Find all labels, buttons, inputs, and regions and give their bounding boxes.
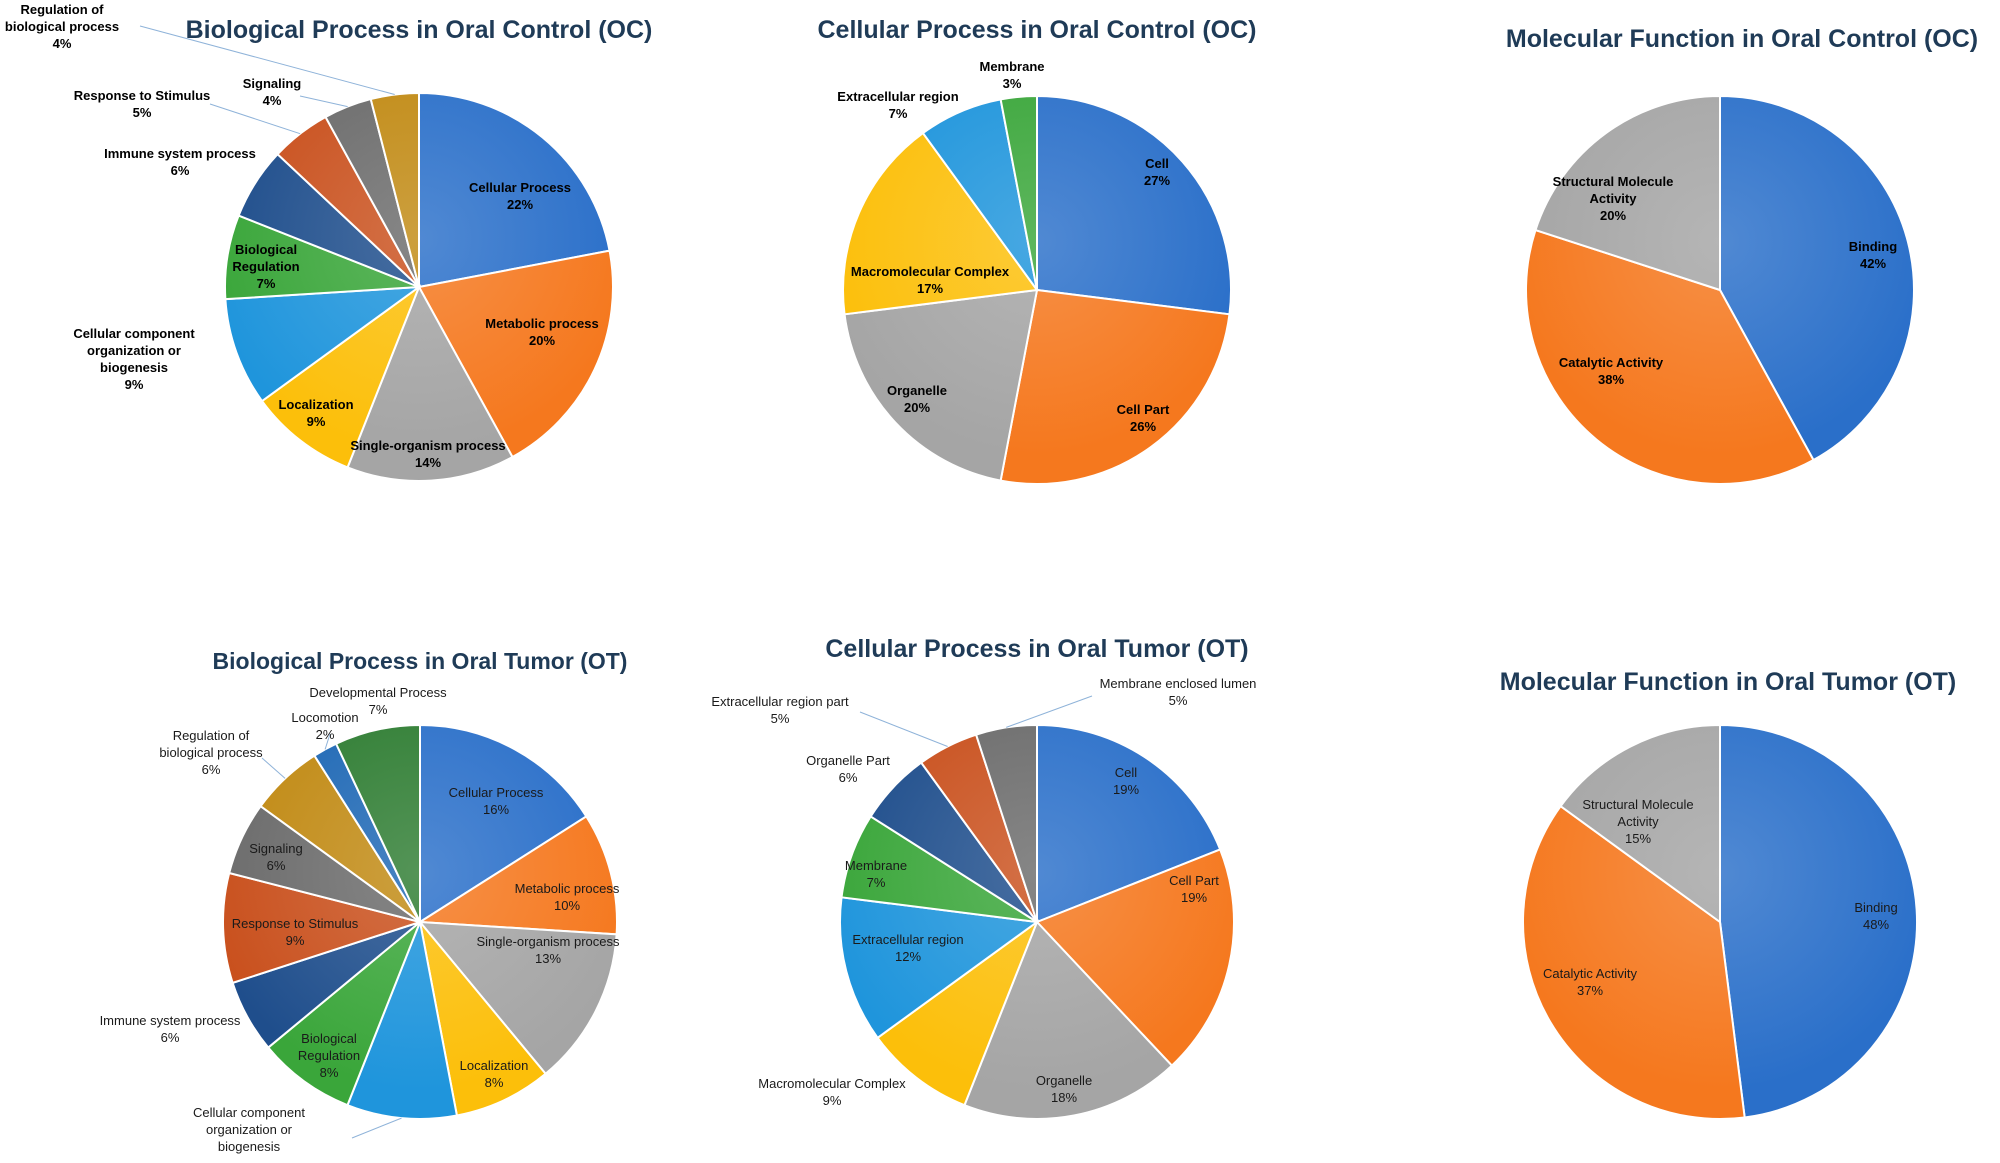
slice-label: Catalytic Activity 37% <box>1543 966 1637 998</box>
slice-label: Localization 8% <box>460 1058 529 1090</box>
pie-slice <box>266 921 421 1107</box>
leader-line <box>209 103 301 135</box>
slice-label: Structural Molecule Activity 15% <box>1582 797 1693 846</box>
slice-label: Signaling 4% <box>243 76 302 108</box>
pie-slice <box>974 723 1038 923</box>
leader-line <box>299 95 348 108</box>
leader-line <box>1006 695 1093 728</box>
slice-label: Macromolecular Complex 9% <box>758 1076 906 1108</box>
pie-slice <box>419 723 588 924</box>
slice-label: Catalytic Activity 38% <box>1559 355 1664 387</box>
pie-chart-5: Cellular Process in Oral Tumor (OT) Cell 1… <box>711 635 1257 1120</box>
pie-slice <box>1559 723 1721 924</box>
slice-label: Response to Stimulus 9% <box>232 916 359 948</box>
pie-slice <box>419 921 547 1117</box>
pie-slice <box>224 285 423 403</box>
pie-chart-1: Biological Process in Oral Control (OC) C… <box>5 2 653 482</box>
pie-slice <box>1525 228 1815 485</box>
slice-label: Single-organism process 14% <box>350 438 505 470</box>
slice-label: Developmental Process 7% <box>309 685 447 717</box>
pie-slice <box>843 288 1039 482</box>
pie-slice <box>417 249 614 459</box>
slice-label: Cellular Process 22% <box>469 180 571 212</box>
chart-title: Biological Process in Oral Tumor (OT) <box>213 648 628 674</box>
slice-label: Cell 27% <box>1144 156 1170 188</box>
slice-label: Binding 42% <box>1849 239 1897 271</box>
pie-slice <box>1522 804 1746 1120</box>
slice-label: Macromolecular Complex 17% <box>851 264 1010 296</box>
pie-chart-6: Molecular Function in Oral Tumor (OT) Bin… <box>1500 668 1956 1120</box>
chart-title: Biological Process in Oral Control (OC) <box>186 16 653 44</box>
pie-slice <box>1534 94 1721 292</box>
pie-slice <box>346 284 514 482</box>
slice-label: Single-organism process 13% <box>476 934 620 966</box>
leader-line <box>324 733 331 750</box>
slice-label: Cell Part 19% <box>1169 873 1219 905</box>
pie-slice <box>999 288 1231 485</box>
pie-slice <box>963 920 1174 1120</box>
slice-label: Metabolic process 10% <box>515 881 620 913</box>
pie-slice <box>222 871 424 985</box>
pie-slice <box>1035 848 1235 1068</box>
slice-label: Cellular Process 16% <box>449 785 544 817</box>
leader-line <box>261 757 286 779</box>
pie-slice <box>334 723 421 923</box>
leader-line <box>859 711 948 747</box>
chart-title: Cellular Process in Oral Tumor (OT) <box>825 635 1248 663</box>
pie-slice <box>369 91 420 288</box>
slice-label: Biological Regulation 8% <box>298 1031 360 1080</box>
slice-label: Immune system process 6% <box>100 1013 241 1045</box>
pie-slice <box>842 131 1039 316</box>
pie-slice <box>1036 94 1232 316</box>
slice-label: Membrane 3% <box>979 59 1044 91</box>
pie-slice <box>417 920 618 1076</box>
slice-label: Response to Stimulus 5% <box>74 88 211 120</box>
slice-label: Extracellular region 12% <box>852 932 963 964</box>
pie-slice <box>1719 723 1918 1119</box>
slice-label: Localization 9% <box>278 397 353 429</box>
pie-slice <box>418 91 611 289</box>
slice-label: Extracellular region part 5% <box>711 694 849 726</box>
pie-slice <box>260 284 422 469</box>
slice-label: Immune system process 6% <box>104 146 256 178</box>
slice-label: Membrane enclosed lumen 5% <box>1100 676 1257 708</box>
chart-title: Molecular Function in Oral Control (OC) <box>1506 25 1978 53</box>
leader-line <box>139 25 395 95</box>
slice-label: Extracellular region 7% <box>837 89 958 121</box>
slice-label: Biological Regulation 7% <box>232 242 299 291</box>
slice-label: Cellular component organization or biogene… <box>193 1105 305 1154</box>
slice-label: Cell 19% <box>1113 765 1139 797</box>
slice-label: Structural Molecule Activity 20% <box>1553 174 1674 223</box>
pie-slice <box>839 896 1040 1040</box>
slice-label: Organelle 20% <box>887 383 947 415</box>
slice-label: Signaling 6% <box>249 841 303 873</box>
slice-label: Binding 48% <box>1854 900 1897 932</box>
slice-label: Metabolic process 20% <box>485 316 598 348</box>
pie-chart-4: Biological Process in Oral Tumor (OT) Cel… <box>100 648 628 1154</box>
pie-chart-3: Molecular Function in Oral Control (OC) B… <box>1506 25 1978 485</box>
pie-chart-2: Cellular Process in Oral Control (OC) Cel… <box>818 16 1257 485</box>
pie-slice <box>999 94 1038 291</box>
slice-label: Locomotion 2% <box>291 710 358 742</box>
pie-slice <box>416 815 618 936</box>
slice-label: Regulation of biological process 6% <box>159 728 263 777</box>
slice-label: Membrane 7% <box>845 858 907 890</box>
leader-line <box>351 1117 402 1139</box>
slice-label: Cellular component organization or biogene… <box>73 326 195 392</box>
chart-title: Molecular Function in Oral Tumor (OT) <box>1500 668 1956 696</box>
slice-label: Regulation of biological process 4% <box>5 2 119 51</box>
slice-label: Organelle 18% <box>1036 1073 1092 1105</box>
slice-label: Organelle Part 6% <box>806 753 890 785</box>
chart-title: Cellular Process in Oral Control (OC) <box>818 16 1257 44</box>
pie-slice <box>1036 723 1222 924</box>
pie-slice <box>876 919 1040 1107</box>
pie-slice <box>1719 94 1915 462</box>
slice-label: Cell Part 26% <box>1117 402 1170 434</box>
